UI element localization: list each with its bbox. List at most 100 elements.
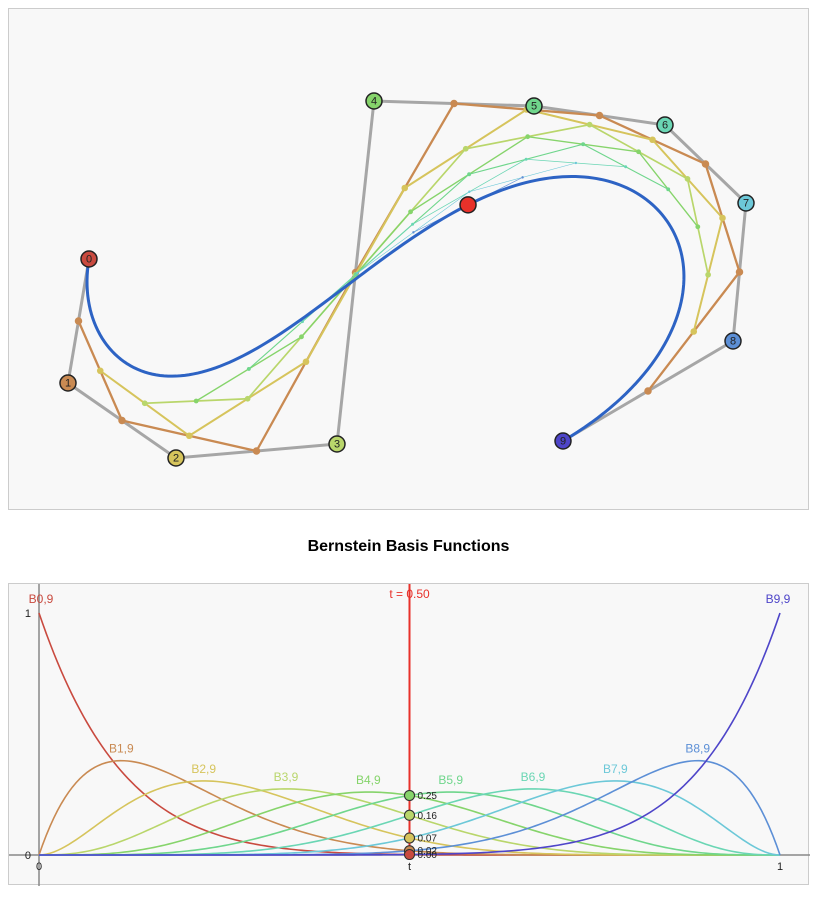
control-point-handle[interactable]	[525, 97, 543, 115]
decasteljau-level-6	[302, 158, 626, 322]
control-point-label: 7	[743, 198, 749, 210]
control-point-6[interactable]: 6	[656, 116, 674, 134]
control-point-handle[interactable]	[167, 449, 185, 467]
y-tick-0: 0	[25, 850, 31, 862]
bezier-curve-plot[interactable]: 0 1 2 3 4 5 6 7 8 9	[9, 9, 810, 511]
decasteljau-point-4-0	[193, 398, 199, 404]
series-label-3: B3,9	[274, 770, 299, 784]
control-point-0[interactable]: 0	[80, 250, 98, 268]
decasteljau-point-3-3	[462, 145, 469, 152]
control-point-label: 2	[173, 453, 179, 465]
decasteljau-point-3-4	[586, 121, 593, 128]
control-point-label: 0	[86, 254, 92, 266]
t-value-label: t = 0.50	[389, 587, 430, 601]
decasteljau-point-3-1	[244, 395, 251, 402]
control-point-label: 9	[560, 436, 566, 448]
series-label-7: B7,9	[603, 762, 628, 776]
decasteljau-point-2-2	[302, 358, 310, 366]
basis-value-marker-4	[404, 789, 415, 801]
control-point-label: 3	[334, 439, 340, 451]
basis-canvas[interactable]: 0 1 0 1 t B0,9 B1,9 B2,9 B3,9 B4,9 B5,9 B6,9 B7,9 B8,…	[8, 583, 810, 886]
decasteljau-point-1-1	[118, 416, 126, 425]
decasteljau-point-8-0	[412, 231, 415, 234]
decasteljau-level-4	[195, 135, 699, 402]
series-label-4: B4,9	[356, 773, 381, 787]
control-point-handle[interactable]	[365, 92, 383, 110]
control-point-1[interactable]: 1	[59, 374, 77, 392]
decasteljau-point-7-1	[468, 190, 471, 193]
bernstein-basis-plot[interactable]: 0 1 0 1 t B0,9 B1,9 B2,9 B3,9 B4,9 B5,9 B6,9 B7,9 B8,…	[9, 584, 810, 886]
decasteljau-point-6-2	[524, 157, 528, 161]
control-point-9[interactable]: 9	[554, 432, 572, 450]
control-point-handle[interactable]	[59, 374, 77, 392]
decasteljau-point-5-0	[246, 366, 251, 371]
basis-value-label-4: 0.00	[418, 850, 438, 861]
decasteljau-level-5	[248, 143, 669, 370]
basis-value-label-3: 0.02	[418, 846, 438, 857]
control-point-3[interactable]: 3	[328, 435, 346, 453]
decasteljau-point-1-2	[252, 447, 261, 455]
control-point-label: 6	[662, 120, 668, 132]
control-point-4[interactable]: 4	[365, 92, 383, 110]
decasteljau-point-3-6	[705, 271, 711, 278]
decasteljau-point-4-4	[636, 149, 641, 155]
decasteljau-point-5-4	[666, 187, 671, 192]
control-point-7[interactable]: 7	[737, 194, 755, 212]
decasteljau-point-1-4	[450, 99, 458, 108]
control-point-handle[interactable]	[724, 332, 742, 350]
control-point-5[interactable]: 5	[525, 97, 543, 115]
series-label-6: B6,9	[521, 770, 546, 784]
decasteljau-point-2-6	[719, 214, 726, 222]
curve-point-marker[interactable]	[459, 196, 477, 214]
decasteljau-point-4-3	[525, 134, 531, 140]
basis-value-label-0: 0.25	[418, 791, 438, 802]
control-point-handle[interactable]	[80, 250, 98, 268]
decasteljau-point-6-1	[411, 222, 415, 226]
series-label-0: B0,9	[29, 592, 54, 606]
decasteljau-point-1-7	[735, 268, 744, 276]
x-tick-0: 0	[36, 861, 42, 873]
control-point-handle[interactable]	[737, 194, 755, 212]
y-tick-1: 1	[25, 608, 31, 620]
curve-canvas[interactable]: 0 1 2 3 4 5 6 7 8 9	[8, 8, 809, 510]
basis-value-label-1: 0.16	[418, 811, 438, 822]
series-label-8: B8,9	[685, 742, 710, 756]
series-label-1: B1,9	[109, 742, 134, 756]
basis-value-label-2: 0.07	[418, 833, 438, 844]
basis-value-marker-2	[404, 832, 415, 844]
control-point-label: 8	[730, 336, 736, 348]
control-point-label: 4	[371, 96, 377, 108]
control-point-handle[interactable]	[328, 435, 346, 453]
x-axis-label: t	[408, 861, 411, 873]
decasteljau-point-2-7	[690, 328, 698, 335]
decasteljau-point-2-0	[96, 367, 104, 375]
series-label-5: B5,9	[438, 773, 463, 787]
decasteljau-point-2-5	[649, 136, 656, 144]
decasteljau-point-2-3	[401, 184, 409, 192]
control-point-2[interactable]: 2	[167, 449, 185, 467]
decasteljau-point-5-2	[467, 172, 472, 177]
control-point-handle[interactable]	[554, 432, 572, 450]
decasteljau-point-5-3	[581, 142, 586, 147]
decasteljau-point-7-2	[574, 161, 578, 165]
series-label-2: B2,9	[191, 762, 216, 776]
control-point-8[interactable]: 8	[724, 332, 742, 350]
decasteljau-level-2	[99, 108, 724, 437]
decasteljau-point-1-0	[74, 317, 83, 325]
decasteljau-point-6-3	[624, 165, 628, 169]
decasteljau-point-4-2	[408, 209, 413, 215]
basis-title: Bernstein Basis Functions	[307, 538, 510, 555]
decasteljau-point-3-0	[141, 400, 148, 407]
decasteljau-point-1-5	[595, 111, 604, 120]
decasteljau-point-1-6	[701, 160, 710, 168]
control-point-label: 5	[531, 101, 537, 113]
control-point-handle[interactable]	[656, 116, 674, 134]
basis-value-marker-3	[404, 809, 415, 821]
control-point-label: 1	[65, 378, 71, 390]
decasteljau-point-4-1	[299, 334, 304, 340]
decasteljau-point-2-1	[185, 432, 193, 440]
decasteljau-point-4-5	[695, 224, 701, 230]
decasteljau-point-8-1	[521, 176, 524, 179]
decasteljau-point-1-8	[644, 387, 652, 395]
basis-value-marker-0	[404, 849, 415, 861]
